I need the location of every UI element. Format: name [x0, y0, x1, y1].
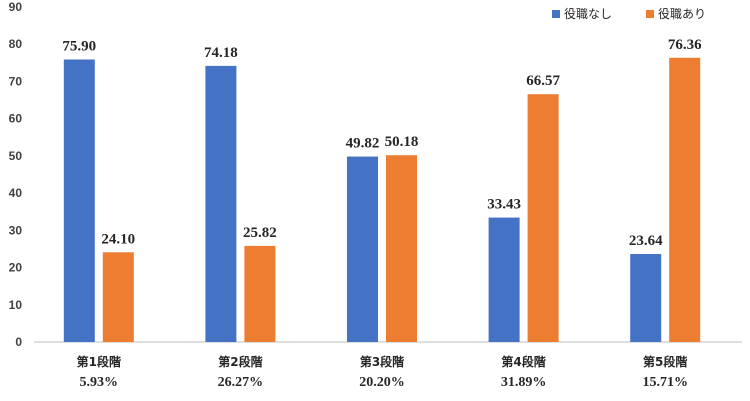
x-tick-label: 第4段階 [501, 354, 545, 369]
bar [488, 217, 520, 342]
legend: 役職なし 役職あり [552, 6, 706, 21]
y-tick-label: 30 [9, 223, 23, 237]
data-label: 75.90 [62, 38, 96, 54]
data-label: 74.18 [204, 45, 238, 61]
data-label: 23.64 [629, 233, 663, 249]
bar [347, 156, 378, 342]
y-tick-label: 60 [9, 112, 23, 126]
legend-swatch [646, 10, 654, 18]
legend-label: 役職あり [658, 6, 706, 21]
bar [527, 94, 559, 342]
x-tick-label: 第5段階 [643, 354, 687, 369]
y-tick-label: 90 [9, 0, 23, 14]
x-tick-label: 第2段階 [218, 354, 262, 369]
category-share-label: 26.27% [218, 375, 264, 390]
y-tick-label: 10 [9, 298, 23, 312]
y-tick-label: 40 [9, 186, 23, 200]
data-label: 24.10 [101, 231, 135, 247]
labels-layer: 75.90 24.10 第1段階 5.93% 74.18 25.82 第2段階 26.27% 4… [62, 37, 702, 390]
y-tick-label: 50 [9, 149, 23, 163]
data-label: 66.57 [526, 73, 560, 89]
legend-swatch [552, 10, 560, 18]
bar [205, 65, 237, 342]
bar [630, 254, 662, 342]
data-label: 25.82 [243, 225, 277, 241]
data-label: 49.82 [346, 136, 380, 152]
x-tick-label: 第1段階 [77, 354, 121, 369]
category-share-label: 31.89% [501, 375, 547, 390]
bar [244, 245, 276, 342]
bar [386, 155, 417, 342]
category-share-label: 5.93% [80, 375, 119, 390]
bar [63, 59, 95, 342]
bars-layer [63, 57, 701, 342]
category-share-label: 20.20% [359, 375, 405, 390]
data-label: 33.43 [487, 197, 521, 213]
data-label: 76.36 [668, 37, 702, 53]
legend-label: 役職なし [564, 6, 612, 21]
y-tick-label: 70 [9, 74, 23, 88]
y-tick-label: 20 [9, 261, 23, 275]
bar [102, 252, 134, 342]
category-share-label: 15.71% [642, 375, 688, 390]
bar [669, 57, 701, 342]
axis-layer: 0 10 20 30 40 50 60 70 80 90 [9, 0, 742, 349]
y-tick-label: 80 [9, 37, 23, 51]
y-tick-label: 0 [15, 335, 22, 349]
data-label: 50.18 [385, 134, 419, 150]
x-tick-label: 第3段階 [360, 354, 404, 369]
